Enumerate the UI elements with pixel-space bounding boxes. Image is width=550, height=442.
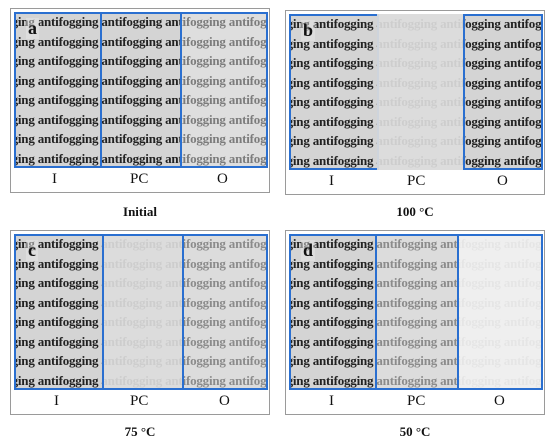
panel-c-frame: antifogging antifogging antifogging anti… <box>10 230 270 415</box>
column-labels: I PC O <box>14 169 268 191</box>
label-i: I <box>329 173 334 189</box>
label-i: I <box>329 393 334 409</box>
panel-d-frame: antifogging antifogging antifogging anti… <box>285 230 545 415</box>
panel-b: antifogging antifogging antifogging anti… <box>285 10 545 195</box>
panel-a: antifogging antifogging antifogging anti… <box>10 8 270 193</box>
label-i: I <box>52 171 57 187</box>
label-o: O <box>219 393 230 409</box>
label-pc: PC <box>407 173 426 189</box>
label-o: O <box>497 173 508 189</box>
zone-pc <box>102 234 184 390</box>
column-labels: I PC O <box>289 391 543 413</box>
panel-letter: b <box>301 20 316 41</box>
caption-a: Initial <box>123 204 157 219</box>
panel-a-frame: antifogging antifogging antifogging anti… <box>10 8 270 193</box>
caption-c: 75 °C <box>124 424 156 439</box>
column-labels: I PC O <box>14 391 268 413</box>
zone-o <box>463 14 543 170</box>
background-text: antifogging antifogging antifogging anti… <box>14 14 268 166</box>
zone-o <box>182 234 268 390</box>
zone-o <box>180 12 268 168</box>
panel-b-frame: antifogging antifogging antifogging anti… <box>285 10 545 195</box>
label-pc: PC <box>130 171 149 187</box>
zone-pc <box>100 12 182 168</box>
panel-c-photo: antifogging antifogging antifogging anti… <box>14 234 268 390</box>
label-pc: PC <box>407 393 426 409</box>
panel-d-photo: antifogging antifogging antifogging anti… <box>289 234 543 390</box>
panel-d: antifogging antifogging antifogging anti… <box>285 230 545 415</box>
label-pc: PC <box>130 393 149 409</box>
column-labels: I PC O <box>289 171 543 193</box>
zone-pc <box>377 14 463 170</box>
label-i: I <box>54 393 59 409</box>
zone-pc <box>375 234 459 390</box>
caption-d: 50 °C <box>399 424 431 439</box>
label-o: O <box>494 393 505 409</box>
caption-b: 100 °C <box>396 204 434 219</box>
panel-a-photo: antifogging antifogging antifogging anti… <box>14 12 268 168</box>
panel-b-photo: antifogging antifogging antifogging anti… <box>289 14 543 170</box>
label-o: O <box>217 171 228 187</box>
panel-letter: a <box>26 18 39 39</box>
panel-c: antifogging antifogging antifogging anti… <box>10 230 270 415</box>
zone-o <box>457 234 543 390</box>
panel-letter: c <box>26 240 38 261</box>
panel-letter: d <box>301 240 316 261</box>
